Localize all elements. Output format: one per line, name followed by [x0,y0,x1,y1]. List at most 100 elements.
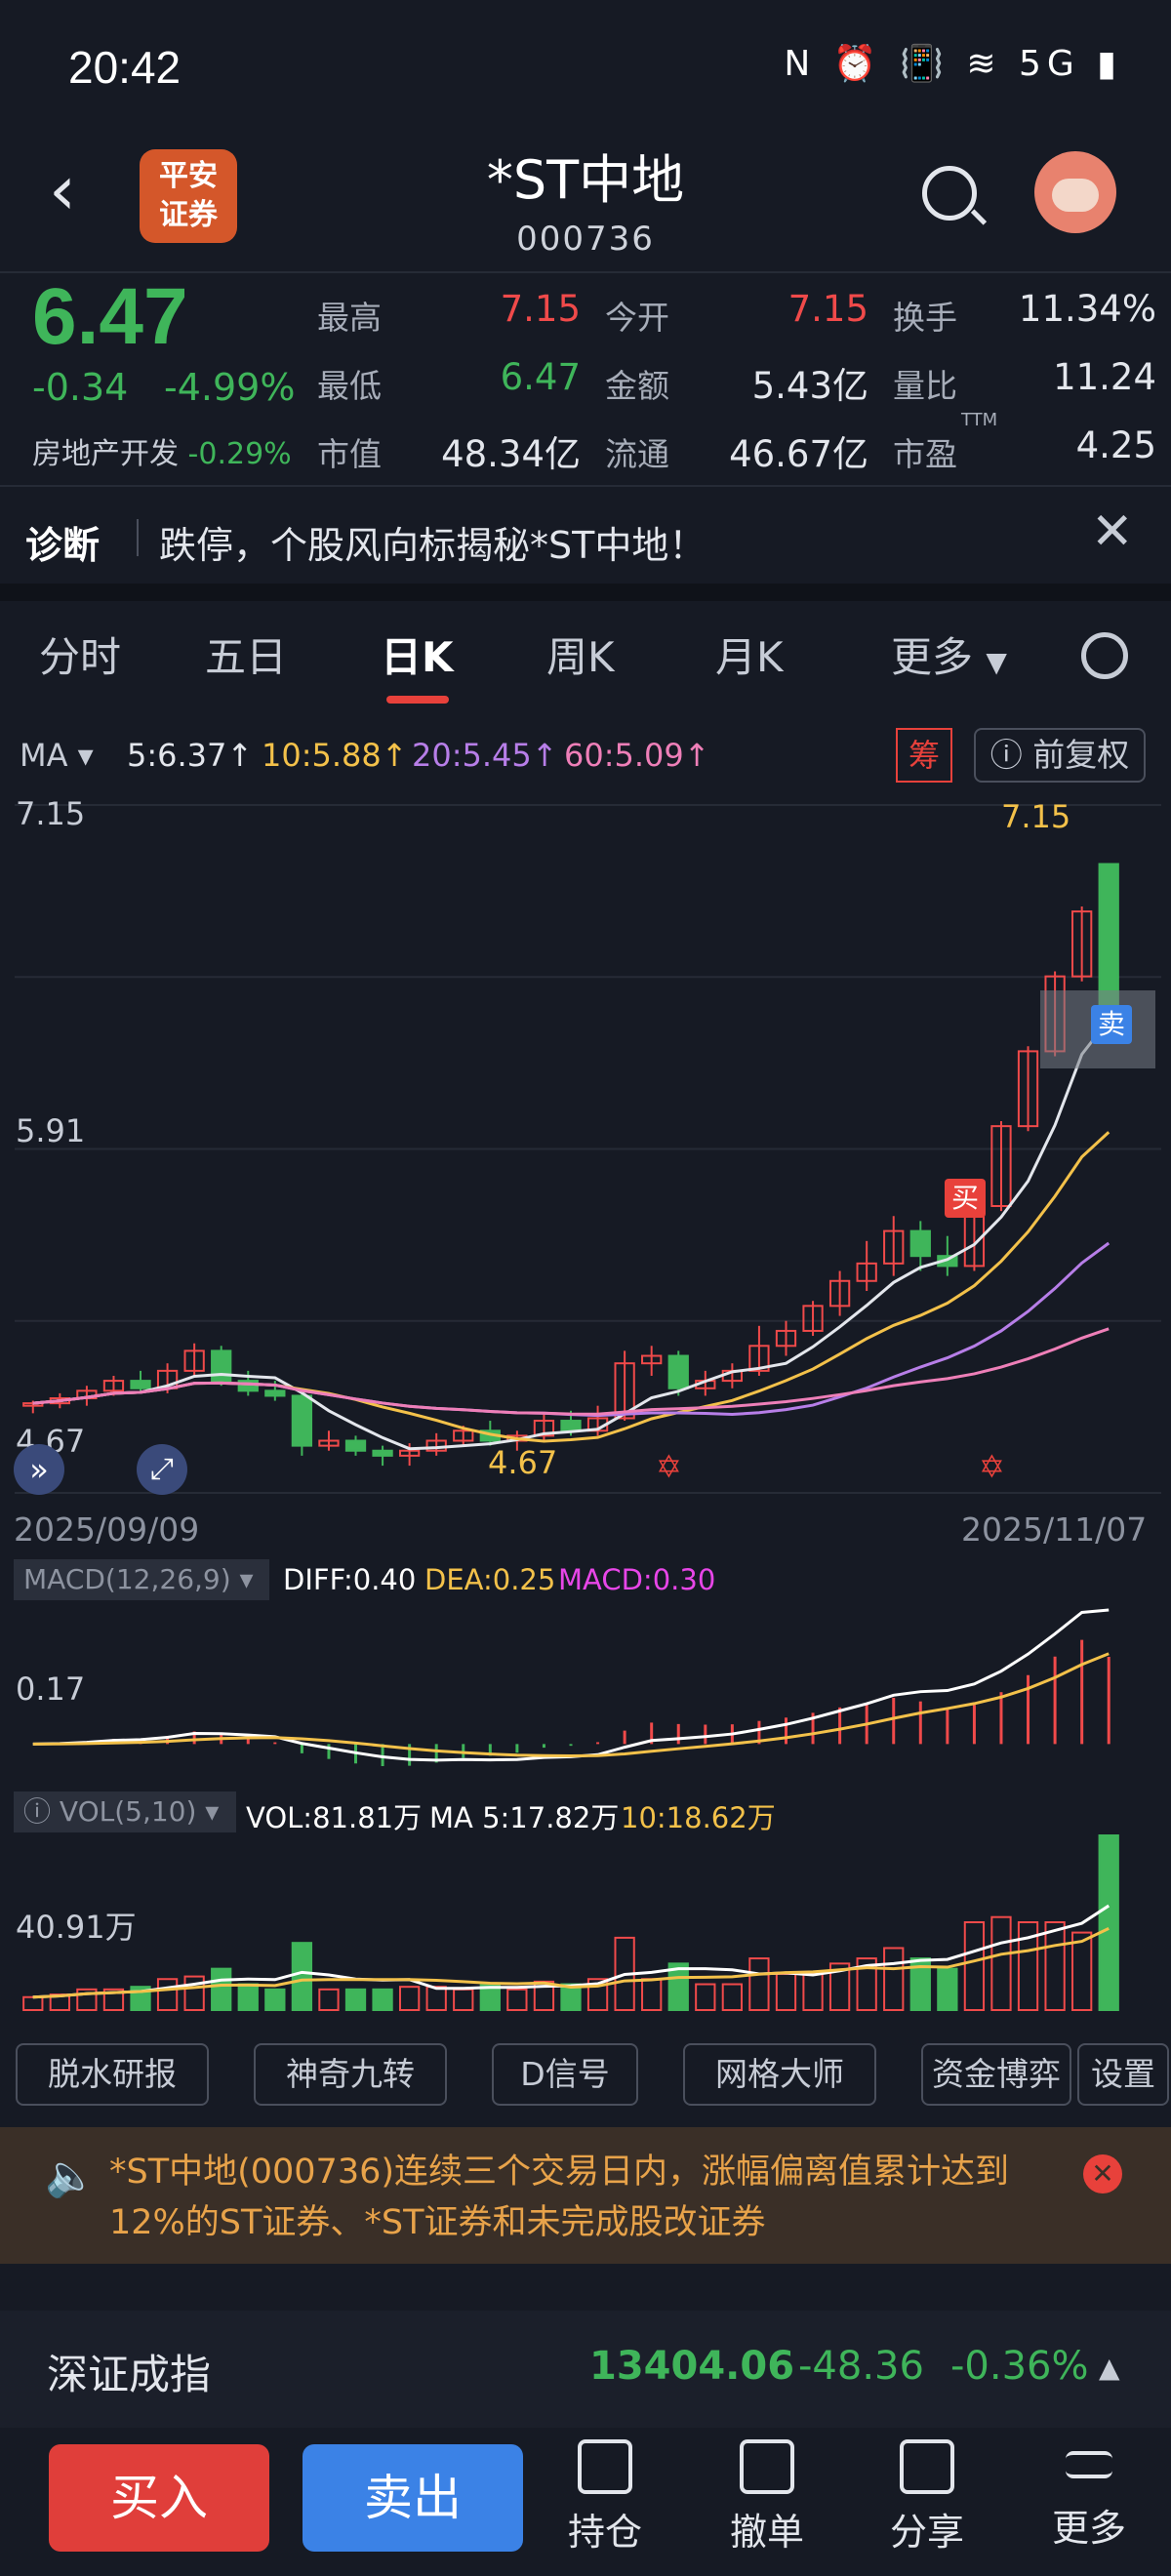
hold-button[interactable]: 持仓 [546,2439,664,2556]
tab-five-day[interactable]: 五日 [205,633,288,681]
quote-label: 金额 [605,367,669,405]
vol-value: VOL:81.81万 [246,1801,423,1834]
volume-bar [156,1978,179,2011]
ttm-label: TTM [961,410,998,430]
macd-selector[interactable]: MACD(12,26,9) ▾ [14,1559,269,1600]
y-axis-mid: 5.91 [16,1112,86,1149]
candle-body [291,1394,313,1447]
ma-selector[interactable]: MA ▾ [20,737,94,774]
tool-nine-turn[interactable]: 神奇九转 [254,2043,447,2106]
tool-d-signal[interactable]: D信号 [492,2043,638,2106]
sector-info[interactable]: 房地产开发 -0.29% [32,437,292,471]
tab-monthly-k[interactable]: 月K [715,633,784,681]
stock-code: 000736 [516,220,655,259]
status-icons: N ⏰ 📳 ≋ 5G ▮ [784,44,1122,84]
volume-bar [1044,1921,1066,2011]
y-axis-top: 7.15 [16,795,86,832]
volume-bar [667,1962,689,2011]
volume-bar [22,1995,44,2012]
sell-button[interactable]: 卖出 [303,2444,523,2552]
volume-bar [506,1988,528,2012]
adjust-selector[interactable]: ⓘ 前复权 [974,728,1146,783]
candle-body [372,1449,393,1457]
volume-bar [828,1962,851,2011]
quote-value: 5.43亿 [751,365,868,407]
candle-body [828,1279,851,1308]
low-label: 4.67 [488,1444,558,1481]
tool-settings[interactable]: 设置 [1077,2043,1169,2106]
tab-daily-k[interactable]: 日K [381,633,454,681]
quote-label: 市值 [317,435,382,473]
index-bar[interactable] [0,2311,1171,2428]
tool-grid-master[interactable]: 网格大师 [683,2043,876,2106]
tab-active-indicator [386,696,449,704]
quote-value: 48.34亿 [441,433,581,475]
broker-logo[interactable]: 平安 证券 [140,149,237,243]
tab-weekly-k[interactable]: 周K [546,633,615,681]
alert-text[interactable]: *ST中地(000736)连续三个交易日内，涨幅偏离值累计达到12%的ST证券、… [109,2153,1010,2242]
back-icon[interactable]: ‹ [49,150,76,230]
star-marker-icon: ✡ [656,1448,682,1485]
candle-body [318,1439,340,1447]
tool-fund-game[interactable]: 资金博弈 [921,2043,1071,2106]
fullscreen-icon[interactable]: ⤢ [137,1444,187,1495]
vol-axis: 40.91万 [16,1909,137,1946]
diagnosis-text[interactable]: 跌停，个股风向标揭秘*ST中地！ [159,524,707,567]
date-start: 2025/09/09 [14,1510,200,1549]
close-icon[interactable]: ✕ [1091,503,1134,561]
macd-line [32,1652,1110,1757]
volume-bar [398,1986,421,2011]
ma-line [32,1019,1110,1451]
candle-body [1017,1050,1039,1128]
quote-label: 量比 [893,367,957,405]
candle-body [748,1345,770,1372]
quote-value: 11.24 [1053,356,1156,398]
volume-bar [102,1988,125,2012]
star-marker-icon: ✡ [979,1448,1005,1485]
ma60-value: 60:5.09↑ [564,737,710,774]
index-pct: -0.36% [950,2344,1089,2389]
candle-body [211,1349,232,1383]
tool-research[interactable]: 脱水研报 [16,2043,209,2106]
expand-left-icon[interactable]: » [14,1444,64,1495]
candle-body [453,1429,474,1442]
volume-bar [586,1978,609,2011]
chip-button[interactable]: 筹 [896,728,952,783]
candle-body [883,1229,905,1265]
cancel-order-button[interactable]: 撤单 [708,2439,826,2556]
share-icon [900,2439,954,2494]
speaker-icon: 🔈 [45,2152,97,2199]
macd-chart[interactable] [0,1600,1171,1786]
volume-bar [318,1988,340,2012]
candle-body [264,1389,286,1397]
share-button[interactable]: 分享 [868,2439,986,2556]
search-icon[interactable] [922,166,977,221]
menu-icon [1066,2451,1112,2478]
volume-chart[interactable] [0,1834,1171,2015]
stock-title: *ST中地 [486,149,685,211]
volume-bar [748,1957,770,2011]
more-button[interactable]: 更多 [1030,2439,1148,2552]
volume-bar [425,1986,447,2011]
sell-signal-tag[interactable]: 卖 [1091,1005,1132,1044]
tab-intraday[interactable]: 分时 [39,633,122,681]
vol-selector[interactable]: ⓘ VOL(5,10) ▾ [14,1791,236,1832]
price-change-pct: -4.99% [164,366,296,409]
alert-close-icon[interactable]: ✕ [1083,2154,1122,2194]
kline-chart[interactable] [0,790,1171,1532]
volume-bar [802,1972,824,2011]
index-value: 13404.06 [589,2344,795,2389]
candle-body [856,1262,877,1282]
volume-bar [76,1988,98,2012]
buy-signal-tag[interactable]: 买 [945,1179,986,1218]
vol-ma5: MA 5:17.82万 [429,1801,620,1834]
gear-icon[interactable] [1081,632,1128,679]
candle-body [614,1362,635,1420]
chevron-up-icon[interactable]: ▲ [1099,2352,1120,2384]
volume-bar [721,1983,744,2012]
volume-ma-line [32,1927,1110,1999]
buy-button[interactable]: 买入 [49,2444,269,2552]
tab-more[interactable]: 更多 ▼ [891,633,1007,681]
avatar[interactable] [1034,151,1116,233]
quote-value: 4.25 [1075,424,1156,466]
